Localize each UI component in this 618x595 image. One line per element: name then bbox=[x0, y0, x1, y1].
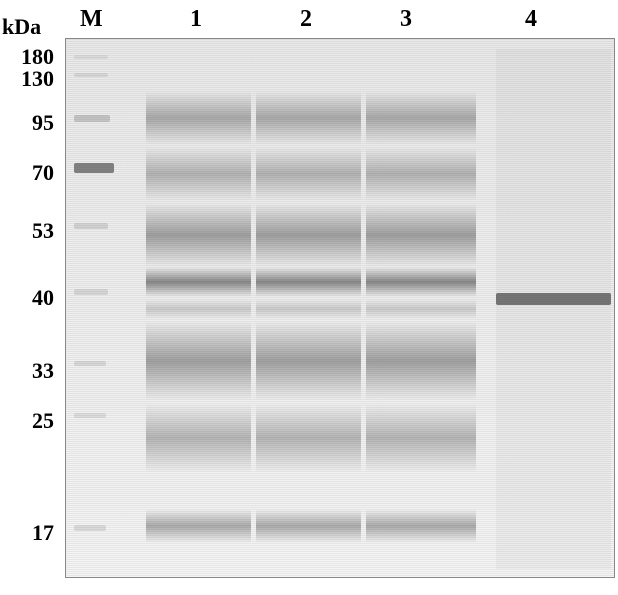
lane-3-smear bbox=[366, 509, 476, 543]
lane-1-smear bbox=[146, 403, 251, 473]
gel-figure: kDa M1234 18013095705340332517 bbox=[0, 0, 618, 595]
lane-2-smear bbox=[256, 147, 361, 201]
lane-2-smear bbox=[256, 267, 361, 297]
lane-header-3: 3 bbox=[400, 6, 412, 33]
lane-1-smear bbox=[146, 91, 251, 145]
ladder-band bbox=[74, 163, 114, 173]
marker-40: 40 bbox=[4, 285, 54, 311]
lane-1-smear bbox=[146, 299, 251, 319]
lane-3-smear bbox=[366, 203, 476, 267]
lane-1-smear bbox=[146, 267, 251, 297]
lane-3-smear bbox=[366, 91, 476, 145]
ladder-band bbox=[74, 223, 108, 229]
marker-70: 70 bbox=[4, 160, 54, 186]
lane-header-4: 4 bbox=[525, 6, 537, 33]
gel-image bbox=[65, 38, 615, 578]
lane-2-smear bbox=[256, 203, 361, 267]
lane-1-smear bbox=[146, 509, 251, 543]
ladder-band bbox=[74, 289, 108, 295]
marker-95: 95 bbox=[4, 110, 54, 136]
lane-header-M: M bbox=[80, 6, 103, 33]
lane-2-smear bbox=[256, 299, 361, 319]
ladder-band bbox=[74, 55, 108, 59]
unit-label: kDa bbox=[2, 14, 41, 40]
lane-3-smear bbox=[366, 299, 476, 319]
lane-2-smear bbox=[256, 403, 361, 473]
lane-2-smear bbox=[256, 321, 361, 401]
lane-2-smear bbox=[256, 91, 361, 145]
marker-53: 53 bbox=[4, 218, 54, 244]
marker-25: 25 bbox=[4, 408, 54, 434]
lane-3-smear bbox=[366, 321, 476, 401]
lane-1-smear bbox=[146, 203, 251, 267]
lane-header-2: 2 bbox=[300, 6, 312, 33]
marker-130: 130 bbox=[4, 66, 54, 92]
lane-header-1: 1 bbox=[190, 6, 202, 33]
ladder-band bbox=[74, 525, 106, 531]
lane-2-smear bbox=[256, 509, 361, 543]
lane-3-smear bbox=[366, 403, 476, 473]
lane-3-smear bbox=[366, 267, 476, 297]
lane-1-smear bbox=[146, 147, 251, 201]
lane-1-smear bbox=[146, 321, 251, 401]
lane-3-smear bbox=[366, 147, 476, 201]
ladder-band bbox=[74, 115, 110, 122]
ladder-band bbox=[74, 413, 106, 418]
ladder-band bbox=[74, 361, 106, 366]
lane-4-band bbox=[496, 293, 611, 305]
marker-33: 33 bbox=[4, 358, 54, 384]
ladder-band bbox=[74, 73, 108, 77]
marker-17: 17 bbox=[4, 520, 54, 546]
lane-4-background bbox=[496, 49, 611, 569]
